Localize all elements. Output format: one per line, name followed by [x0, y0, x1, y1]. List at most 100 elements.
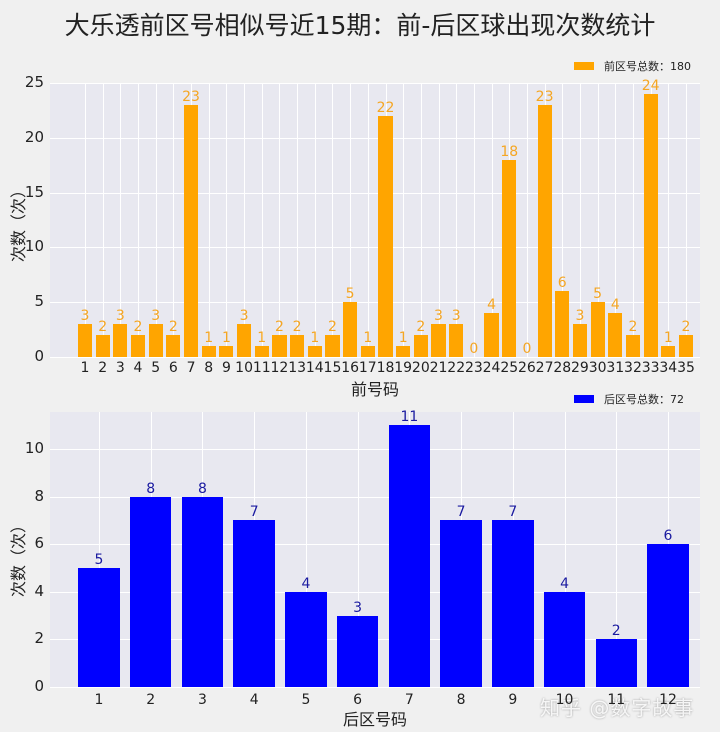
value-label: 5 [593, 286, 603, 303]
grid-line-v [138, 83, 140, 357]
x-tick-label: 21 [429, 360, 448, 376]
value-label: 1 [204, 330, 214, 347]
grid-line-v [226, 83, 228, 357]
grid-line-h [50, 496, 700, 498]
bar-front-6 [166, 335, 181, 357]
bar-front-25 [502, 159, 517, 357]
grid-line-v [357, 412, 359, 687]
value-label: 8 [197, 480, 207, 497]
x-tick-label: 8 [204, 360, 214, 376]
bar-front-2 [95, 335, 110, 357]
bar-front-12 [272, 335, 287, 357]
grid-line-h [50, 591, 700, 593]
bar-back-9 [492, 520, 534, 687]
chart-title: 大乐透前区号相似号近15期：前-后区球出现次数统计 [64, 11, 656, 40]
x-tick-label: 1 [80, 360, 90, 376]
grid-line-v [305, 412, 307, 687]
grid-line-h [50, 247, 700, 249]
value-label: 7 [508, 504, 518, 521]
x-tick-label: 7 [186, 360, 196, 376]
x-tick-label: 3 [115, 360, 125, 376]
bar-back-3 [181, 496, 224, 687]
x-tick-label: 22 [447, 360, 466, 376]
bar-front-10 [237, 324, 252, 357]
value-label: 23 [182, 88, 200, 105]
x-tick-label: 9 [508, 692, 518, 708]
x-tick-label: 2 [98, 360, 108, 376]
x-tick-label: 5 [151, 360, 161, 376]
x-tick-label: 7 [404, 692, 414, 708]
grid-line-v [491, 83, 493, 357]
grid-line-v [616, 412, 618, 687]
value-label: 22 [376, 99, 395, 116]
x-tick-label: 27 [535, 360, 554, 376]
bar-front-18 [378, 115, 393, 357]
grid-line-h [50, 83, 700, 84]
y-tick-label: 10 [24, 237, 44, 256]
grid-line-v [438, 83, 440, 357]
value-label: 2 [98, 319, 108, 336]
value-label: 2 [328, 319, 337, 336]
grid-line-v [350, 83, 352, 357]
value-label: 3 [353, 599, 363, 616]
value-label: 18 [500, 143, 519, 160]
bar-front-3 [113, 324, 128, 357]
value-label: 2 [292, 319, 302, 336]
x-tick-label: 9 [221, 360, 231, 376]
value-label: 6 [663, 528, 673, 545]
bar-front-16 [343, 302, 358, 357]
x-tick-label: 14 [305, 360, 324, 376]
value-label: 1 [363, 330, 373, 347]
grid-line-h [50, 357, 700, 358]
grid-line-v [208, 83, 210, 357]
value-label: 2 [681, 319, 691, 336]
value-label: 1 [310, 330, 320, 347]
grid-line-v [564, 412, 566, 687]
x-tick-label: 11 [607, 692, 626, 708]
grid-line-v [579, 83, 581, 357]
bar-front-20 [413, 335, 428, 357]
bar-front-4 [130, 335, 146, 357]
value-label: 3 [151, 308, 161, 325]
bar-front-11 [254, 346, 269, 357]
x-tick-label: 12 [659, 692, 677, 708]
bar-front-21 [431, 324, 446, 357]
bar-front-15 [325, 335, 340, 357]
value-label: 1 [663, 330, 673, 347]
y-tick-label: 0 [34, 347, 44, 365]
x-tick-label: 35 [677, 360, 695, 376]
legend-back: 后区号总数：72 [574, 391, 684, 407]
grid-line-v [279, 83, 281, 357]
bar-front-1 [77, 324, 93, 357]
value-label: 3 [80, 308, 90, 325]
bar-front-22 [449, 324, 464, 357]
bar-back-8 [440, 520, 482, 687]
x-tick-label: 8 [456, 692, 466, 708]
grid-line-h [50, 137, 700, 139]
value-label: 3 [575, 308, 585, 325]
x-tick-label: 29 [571, 360, 589, 376]
grid-line-v [420, 83, 422, 357]
bar-front-17 [360, 346, 375, 357]
bar-front-8 [201, 346, 216, 357]
x-axis-label-back: 后区号码 [342, 710, 407, 729]
bar-front-5 [148, 324, 163, 357]
bar-back-2 [130, 496, 172, 687]
value-label: 5 [345, 286, 355, 303]
value-label: 2 [628, 319, 638, 336]
x-tick-label: 11 [252, 360, 271, 376]
bar-front-24 [484, 313, 499, 357]
x-tick-label: 3 [197, 692, 207, 708]
bar-front-33 [643, 93, 658, 357]
bar-front-27 [537, 104, 552, 357]
value-label: 6 [557, 275, 567, 292]
y-tick-label: 15 [24, 182, 44, 201]
y-tick-label: 5 [34, 292, 44, 311]
grid-line-h [50, 448, 700, 450]
grid-line-v [597, 83, 599, 357]
bar-back-5 [285, 591, 327, 687]
x-tick-label: 6 [168, 360, 178, 376]
grid-line-v [102, 83, 104, 357]
plot-area-back: 5 8 8 7 4 3 11 7 7 4 2 6 [50, 410, 700, 688]
y-tick-label: 4 [34, 581, 44, 600]
